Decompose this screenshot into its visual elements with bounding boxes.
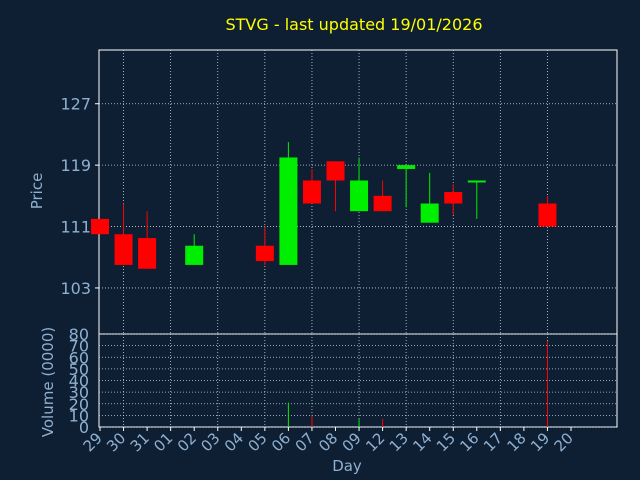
- volume-tick-label: 80: [69, 325, 89, 344]
- x-tick-labels: 2930310102030405060708091213141516171819…: [80, 427, 577, 455]
- volume-tick-label: 40: [69, 372, 89, 391]
- candle-body: [538, 203, 557, 227]
- x-tick-label: 31: [127, 429, 153, 455]
- volume-tick-label: 70: [69, 337, 89, 356]
- x-tick-label: 19: [527, 429, 553, 455]
- candle-body: [444, 192, 463, 204]
- candle-body: [138, 238, 157, 269]
- volume-tick-label: 0: [79, 418, 89, 437]
- volume-tick-label: 50: [69, 360, 89, 379]
- x-tick-label: 12: [362, 429, 388, 455]
- candle-body: [302, 180, 321, 204]
- candle-body: [467, 180, 486, 183]
- candle-body: [326, 161, 345, 181]
- x-tick-label: 13: [386, 429, 412, 455]
- x-axis-label: Day: [332, 457, 362, 475]
- x-tick-label: 01: [150, 429, 176, 455]
- x-tick-label: 16: [456, 429, 482, 455]
- chart-title: STVG - last updated 19/01/2026: [226, 15, 483, 34]
- candle-body: [255, 245, 274, 262]
- x-tick-label: 30: [103, 429, 129, 455]
- candle-body: [397, 165, 416, 169]
- x-tick-label: 14: [409, 429, 435, 455]
- x-tick-label: 03: [197, 429, 223, 455]
- x-tick-label: 08: [315, 429, 341, 455]
- candle-body: [114, 234, 133, 265]
- candle-body: [91, 218, 109, 235]
- volume-tick-label: 30: [69, 383, 89, 402]
- x-tick-label: 20: [551, 429, 577, 455]
- x-tick-label: 17: [480, 429, 506, 455]
- candle-body: [373, 195, 392, 212]
- x-tick-label: 06: [268, 429, 294, 455]
- price-tick-label: 111: [60, 218, 91, 237]
- candle-body: [420, 203, 439, 223]
- x-tick-label: 18: [503, 429, 529, 455]
- x-tick-label: 07: [292, 429, 318, 455]
- candle-body: [279, 157, 298, 265]
- price-tick-label: 127: [60, 95, 91, 114]
- price-axis-label: Price: [28, 173, 46, 210]
- x-tick-label: 05: [244, 429, 270, 455]
- x-tick-label: 09: [339, 429, 365, 455]
- x-tick-label: 15: [433, 429, 459, 455]
- volume-tick-label: 20: [69, 395, 89, 414]
- candle-body: [185, 245, 204, 265]
- x-tick-label: 04: [221, 429, 247, 455]
- volume-tick-label: 60: [69, 348, 89, 367]
- price-panel: 103 111 119 127: [60, 49, 618, 335]
- volume-tick-label: 10: [69, 406, 89, 425]
- price-tick-label: 103: [60, 279, 91, 298]
- volume-axis-label: Volume (0000): [39, 327, 57, 437]
- x-tick-label: 02: [174, 429, 200, 455]
- price-tick-label: 119: [60, 156, 91, 175]
- candle-body: [350, 180, 369, 212]
